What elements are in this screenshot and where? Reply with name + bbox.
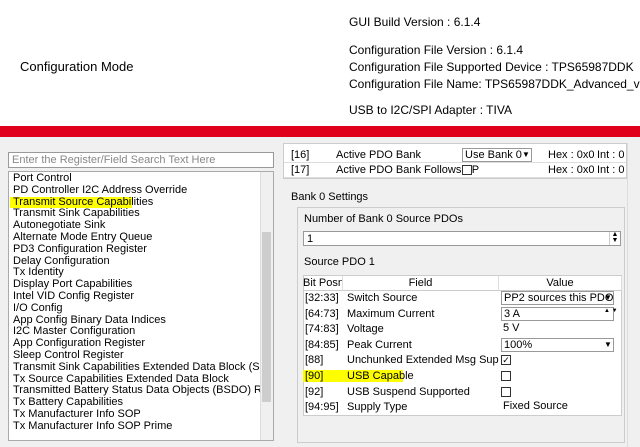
column-header: Value — [499, 276, 622, 291]
mode-title: Configuration Mode — [20, 59, 134, 74]
list-item[interactable]: Tx Manufacturer Info SOP — [13, 408, 141, 420]
highlight — [303, 370, 403, 382]
hex-value: Hex : 0x0 — [548, 149, 595, 161]
checkbox[interactable] — [501, 386, 511, 397]
list-item[interactable]: Tx Source Capabilities Extended Data Blo… — [13, 372, 229, 385]
info-line: GUI Build Version : 6.1.4 — [349, 15, 481, 29]
list-item[interactable]: I/O Config — [13, 301, 63, 314]
field-name: Unchunked Extended Msg Supported — [347, 354, 499, 367]
bit-posn: [17] — [291, 164, 310, 176]
field-name: USB Capable — [347, 370, 414, 382]
field-name: Active PDO Bank — [336, 149, 421, 161]
bit-posn: [32:33] — [305, 292, 339, 304]
checkbox[interactable] — [462, 165, 472, 175]
bit-posn: [92] — [305, 385, 324, 398]
checkbox[interactable] — [501, 371, 511, 381]
list-item[interactable]: Transmitted Battery Status Data Objects … — [13, 384, 260, 397]
row-line — [284, 177, 626, 178]
pdo-count-label: Number of Bank 0 Source PDOs — [304, 213, 463, 225]
list-item[interactable]: Sleep Control Register — [13, 349, 124, 361]
list-item[interactable]: Transmit Sink Capabilities — [13, 207, 140, 220]
search-box[interactable]: Enter the Register/Field Search Text Her… — [8, 152, 274, 168]
field-name: Maximum Current — [347, 307, 435, 320]
list-item[interactable]: Tx Battery Capabilities — [13, 396, 124, 409]
bit-posn: [64:73] — [305, 307, 339, 320]
int-value: Int : 0 — [597, 149, 625, 161]
combo-arrow: ▼ — [522, 150, 530, 159]
list-item[interactable]: Delay Configuration — [13, 254, 110, 267]
right-scrollbar[interactable] — [627, 143, 640, 447]
field-name: Peak Current — [347, 338, 412, 351]
spinner[interactable]: ▲ ▼ — [609, 232, 620, 245]
int-value: Int : 0 — [597, 164, 625, 176]
red-bar — [0, 126, 640, 137]
row-line — [284, 162, 626, 163]
list-item[interactable]: Tx Manufacturer Info SOP Prime — [13, 419, 173, 432]
value: 5 V — [503, 322, 520, 335]
bit-posn: [16] — [291, 149, 310, 161]
list-item[interactable]: I2C Master Configuration — [13, 325, 136, 338]
group-box — [297, 207, 625, 443]
info-line: USB to I2C/SPI Adapter : TIVA — [349, 103, 512, 117]
list-scroll-thumb[interactable] — [262, 232, 271, 402]
field-name: Voltage — [347, 323, 384, 336]
checkbox[interactable]: ✓ — [501, 355, 511, 366]
combo-arrow: ▼ — [604, 293, 612, 302]
register-list — [8, 171, 274, 441]
combo[interactable]: Use Bank 0 — [462, 148, 532, 162]
info-line: Configuration File Version : 6.1.4 — [349, 43, 524, 57]
list-item[interactable]: Autonegotiate Sink — [13, 219, 106, 232]
column-header: Bit Posn — [303, 276, 343, 291]
value: Fixed Source — [503, 400, 568, 413]
bit-posn: [94:95] — [305, 401, 339, 414]
list-item[interactable]: Intel VID Config Register — [13, 290, 135, 302]
field-table — [283, 143, 627, 179]
info-line: Configuration File Name: TPS65987DDK_Adv… — [349, 77, 640, 91]
list-item[interactable]: Display Port Capabilities — [13, 278, 133, 291]
pdo-count-input[interactable]: 1 — [303, 231, 621, 246]
value[interactable]: 100% — [501, 337, 614, 352]
list-item[interactable]: PD Controller I2C Address Override — [13, 183, 188, 196]
list-item[interactable]: PD3 Configuration Register — [13, 242, 147, 255]
field-name: Active PDO Bank Follows EP — [336, 164, 480, 176]
bit-posn: [88] — [305, 354, 324, 367]
field-name: Switch Source — [347, 292, 418, 304]
info-line: Configuration File Supported Device : TP… — [349, 60, 634, 74]
list-item[interactable]: Port Control — [13, 172, 72, 184]
list-item[interactable]: Transmit Source Capabilities — [13, 195, 154, 208]
hex-value: Hex : 0x0 — [548, 164, 595, 176]
spinner: ▲ ▼ — [604, 307, 618, 314]
combo-arrow: ▼ — [604, 339, 612, 349]
list-item[interactable]: App Configuration Register — [13, 337, 146, 350]
value[interactable]: 3 A — [501, 306, 614, 321]
field-name: USB Suspend Supported — [347, 385, 470, 398]
highlight — [10, 196, 132, 208]
bit-posn: [84:85] — [305, 338, 339, 351]
list-item[interactable]: App Config Binary Data Indices — [13, 313, 166, 326]
value[interactable]: PP2 sources this PDO — [501, 291, 614, 305]
group-title: Source PDO 1 — [304, 256, 375, 268]
column-header: Field — [343, 276, 499, 291]
group-title: Bank 0 Settings — [291, 191, 369, 203]
list-item[interactable]: Tx Identity — [13, 266, 64, 279]
list-item[interactable]: Alternate Mode Entry Queue — [13, 231, 153, 243]
field-name: Supply Type — [347, 401, 408, 414]
list-item[interactable]: Transmit Sink Capabilities Extended Data… — [13, 360, 260, 373]
bit-posn: [74:83] — [305, 323, 339, 336]
bit-posn: [90] — [305, 370, 324, 382]
